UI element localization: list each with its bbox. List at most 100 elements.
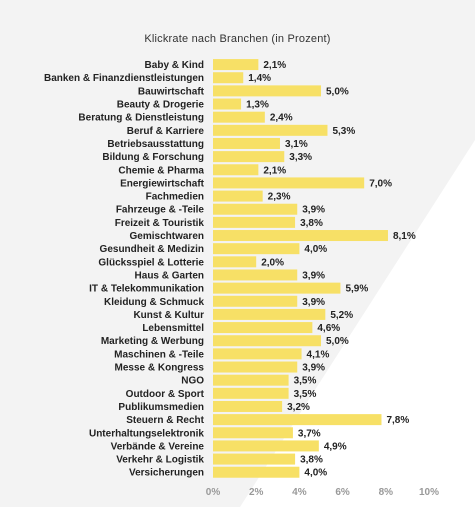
category-label: Haus & Garten	[135, 270, 204, 281]
x-tick-label: 2%	[249, 487, 264, 498]
category-label: Bildung & Forschung	[102, 152, 204, 163]
category-label: Beruf & Karriere	[127, 126, 205, 137]
category-label: Verbände & Vereine	[111, 441, 205, 452]
category-label: Beratung & Dienstleistung	[78, 113, 204, 124]
category-label: Fachmedien	[146, 192, 204, 203]
category-label: Kunst & Kultur	[133, 310, 204, 321]
value-label: 3,7%	[298, 428, 321, 439]
value-label: 3,9%	[302, 297, 325, 308]
value-label: 5,3%	[332, 126, 355, 137]
bar	[213, 269, 298, 281]
chart-title: Klickrate nach Branchen (in Prozent)	[144, 33, 331, 45]
bar	[213, 295, 298, 307]
bar	[213, 453, 296, 465]
value-label: 4,6%	[317, 323, 340, 334]
bar	[213, 387, 289, 399]
value-label: 2,1%	[263, 165, 286, 176]
category-label: Verkehr & Logistik	[116, 455, 204, 466]
category-label: Outdoor & Sport	[126, 389, 205, 400]
bar	[213, 230, 388, 242]
value-label: 3,9%	[302, 363, 325, 374]
value-label: 1,4%	[248, 73, 271, 84]
x-tick-label: 10%	[419, 487, 439, 498]
category-label: Kleidung & Schmuck	[104, 297, 204, 308]
bar	[213, 282, 341, 294]
category-label: Fahrzeuge & -Teile	[116, 205, 205, 216]
value-label: 5,2%	[330, 310, 353, 321]
bar	[213, 348, 302, 360]
value-label: 3,5%	[294, 376, 317, 387]
bar	[213, 400, 283, 412]
bar	[213, 151, 285, 163]
category-label: Steuern & Recht	[126, 415, 204, 426]
bar	[213, 243, 300, 255]
category-label: Beauty & Drogerie	[117, 100, 205, 111]
category-label: Chemie & Pharma	[118, 165, 204, 176]
category-label: Gemischtwaren	[130, 231, 204, 242]
value-label: 2,1%	[263, 60, 286, 71]
category-label: Baby & Kind	[145, 60, 204, 71]
x-tick-label: 8%	[379, 487, 394, 498]
value-label: 2,3%	[268, 192, 291, 203]
category-label: NGO	[181, 376, 204, 387]
value-label: 3,8%	[300, 455, 323, 466]
category-label: Bauwirtschaft	[138, 86, 205, 97]
category-label: Messe & Kongress	[115, 363, 205, 374]
bar	[213, 203, 298, 215]
value-label: 4,1%	[307, 349, 330, 360]
category-label: Banken & Finanzdienstleistungen	[44, 73, 204, 84]
bar	[213, 177, 365, 189]
value-label: 2,0%	[261, 257, 284, 268]
category-label: Lebensmittel	[142, 323, 204, 334]
category-label: Unterhaltungselektronik	[89, 428, 204, 439]
bar	[213, 190, 263, 202]
value-label: 3,1%	[285, 139, 308, 150]
value-label: 5,9%	[345, 284, 368, 295]
bar	[213, 335, 321, 347]
bar	[213, 85, 321, 97]
bar	[213, 124, 328, 136]
bar	[213, 440, 319, 452]
bar	[213, 361, 298, 373]
bar	[213, 322, 313, 334]
bar	[213, 164, 259, 176]
x-tick-label: 6%	[335, 487, 350, 498]
category-label: Glücksspiel & Lotterie	[98, 257, 204, 268]
bar	[213, 111, 265, 123]
bar	[213, 374, 289, 386]
category-label: Gesundheit & Medizin	[100, 244, 204, 255]
category-label: IT & Telekommunikation	[89, 284, 204, 295]
category-label: Betriebsausstattung	[107, 139, 204, 150]
category-label: Maschinen & -Teile	[114, 349, 204, 360]
category-label: Energiewirtschaft	[120, 178, 205, 189]
value-label: 7,8%	[386, 415, 409, 426]
value-label: 2,4%	[270, 113, 293, 124]
value-label: 3,5%	[294, 389, 317, 400]
value-label: 5,0%	[326, 336, 349, 347]
bar	[213, 216, 296, 228]
x-tick-label: 0%	[206, 487, 221, 498]
bar	[213, 72, 244, 84]
bar	[213, 98, 242, 110]
value-label: 4,0%	[304, 468, 327, 479]
bar	[213, 137, 280, 149]
value-label: 1,3%	[246, 100, 269, 111]
value-label: 7,0%	[369, 178, 392, 189]
category-label: Publikumsmedien	[118, 402, 204, 413]
category-label: Freizeit & Touristik	[115, 218, 205, 229]
bar	[213, 414, 382, 426]
value-label: 8,1%	[393, 231, 416, 242]
category-label: Versicherungen	[129, 468, 204, 479]
value-label: 3,8%	[300, 218, 323, 229]
value-label: 4,9%	[324, 441, 347, 452]
value-label: 3,9%	[302, 205, 325, 216]
bar	[213, 256, 257, 268]
category-label: Marketing & Werbung	[101, 336, 204, 347]
bar	[213, 466, 300, 478]
x-tick-label: 4%	[292, 487, 307, 498]
value-label: 3,3%	[289, 152, 312, 163]
bar	[213, 59, 259, 71]
value-label: 3,2%	[287, 402, 310, 413]
value-label: 3,9%	[302, 270, 325, 281]
